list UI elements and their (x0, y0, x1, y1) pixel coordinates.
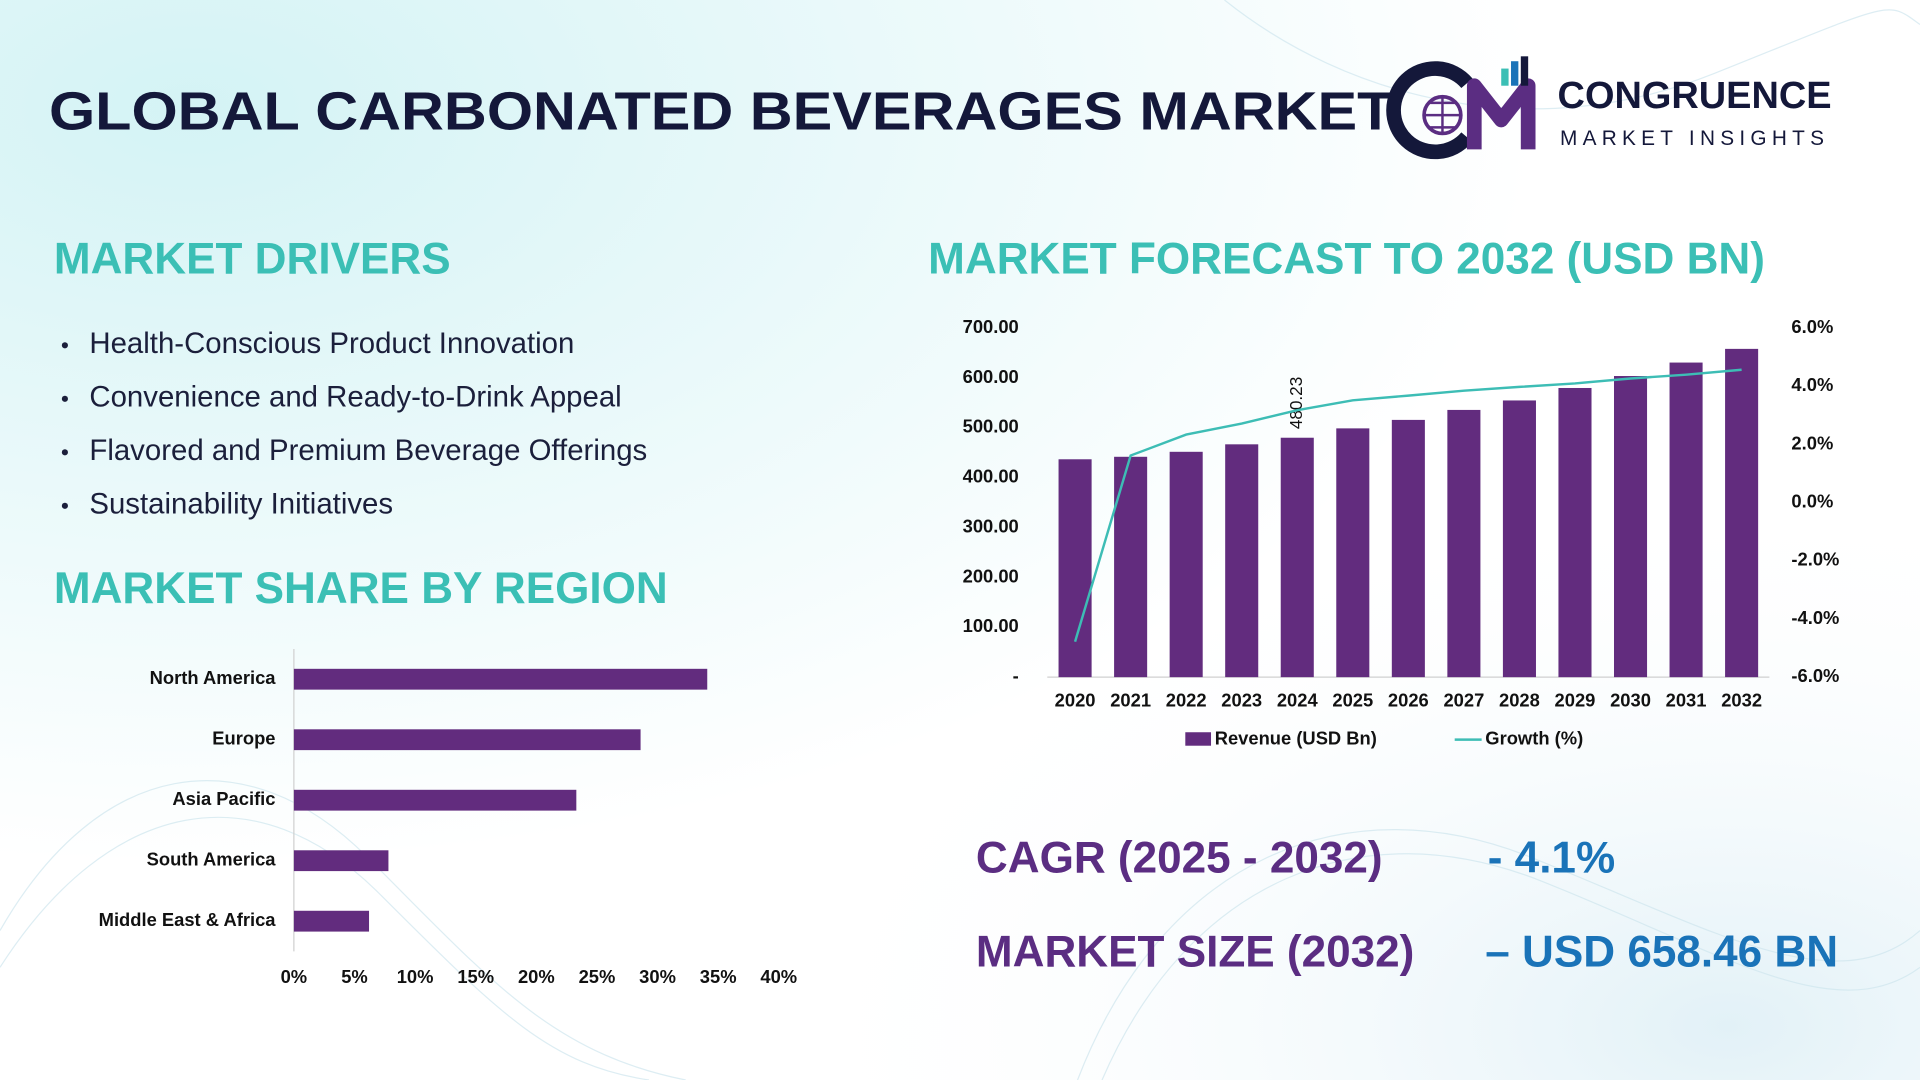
x-tick-label: 2022 (1166, 689, 1207, 710)
legend-label: Revenue (USD Bn) (1215, 727, 1377, 748)
driver-item: Flavored and Premium Beverage Offerings (89, 434, 647, 467)
bar (1669, 362, 1703, 678)
bar (293, 729, 641, 751)
bar (1169, 451, 1203, 678)
y-tick-label: 200.00 (963, 565, 1019, 586)
x-tick-label: 2025 (1332, 689, 1373, 710)
x-tick-label: 2028 (1499, 689, 1540, 710)
x-tick-label: 2024 (1277, 689, 1319, 710)
x-tick-label: 2027 (1443, 689, 1484, 710)
page-title: GLOBAL CARBONATED BEVERAGES MARKET (49, 81, 1394, 141)
x-tick-label: 0% (281, 966, 308, 987)
bar (293, 668, 708, 690)
brand-name: CONGRUENCE (1558, 75, 1832, 117)
bar (1613, 376, 1648, 678)
y2-tick-label: 0.0% (1791, 490, 1833, 511)
y-tick-label: 700.00 (963, 316, 1019, 337)
bar (1502, 400, 1536, 678)
driver-item: Convenience and Ready-to-Drink Appeal (89, 381, 621, 414)
value-label: 480.23 (1286, 377, 1306, 429)
y-tick-label: 300.00 (963, 515, 1019, 536)
bar (293, 910, 370, 932)
x-tick-label: 40% (760, 966, 797, 987)
x-tick-label: 25% (579, 966, 616, 987)
bar (1114, 456, 1148, 678)
line-series (1073, 368, 1742, 643)
x-tick-label: 5% (341, 966, 368, 987)
chart-title: MARKET SHARE BY REGION (54, 564, 668, 613)
x-tick-label: 15% (457, 966, 494, 987)
x-tick-label: 30% (639, 966, 676, 987)
bar (1725, 348, 1759, 678)
y2-tick-label: -6.0% (1791, 665, 1839, 686)
y-tick-label: North America (150, 667, 277, 688)
cagr-label: CAGR (2025 - 2032) (976, 833, 1383, 882)
y-tick-label: Middle East & Africa (99, 909, 277, 930)
section-title: MARKET DRIVERS (54, 235, 451, 284)
y2-tick-label: 2.0% (1791, 432, 1833, 453)
y-tick-label: 500.00 (963, 416, 1019, 437)
y-tick-label: South America (147, 849, 277, 870)
x-tick-label: 2020 (1055, 689, 1096, 710)
bar (1558, 387, 1592, 678)
driver-list: Health-Conscious Product Innovation Conve… (61, 327, 647, 521)
bar (293, 850, 389, 872)
bullet (61, 395, 68, 402)
x-tick-label: 2029 (1555, 689, 1596, 710)
x-tick-label: 2030 (1610, 689, 1651, 710)
x-tick-label: 2023 (1221, 689, 1262, 710)
bullet (61, 342, 68, 349)
driver-item: Sustainability Initiatives (89, 488, 393, 521)
x-tick-label: 2026 (1388, 689, 1429, 710)
y2-tick-label: 6.0% (1791, 316, 1833, 337)
y-tick-label: 400.00 (963, 466, 1019, 487)
bar (1447, 409, 1481, 678)
bar (1391, 419, 1425, 678)
bar (1225, 444, 1259, 678)
y-tick-label: 600.00 (963, 366, 1019, 387)
x-tick-label: 35% (700, 966, 737, 987)
y-tick-label: Europe (212, 728, 275, 749)
brand-subtitle: MARKET INSIGHTS (1560, 127, 1829, 150)
legend-swatch (1185, 732, 1212, 746)
bullet (61, 449, 68, 456)
chart-title: MARKET FORECAST TO 2032 (USD BN) (928, 235, 1765, 284)
x-tick-label: 2032 (1721, 689, 1762, 710)
bar (1058, 459, 1092, 678)
x-tick-label: 20% (518, 966, 555, 987)
market-size-value: – USD 658.46 BN (1485, 928, 1838, 977)
logo: CONGRUENCE MARKET INSIGHTS (1386, 56, 1832, 160)
cagr-value: - 4.1% (1488, 833, 1615, 882)
market-size-label: MARKET SIZE (2032) (976, 928, 1414, 977)
y-tick-label: - (1013, 665, 1019, 686)
y-tick-label: 100.00 (963, 615, 1019, 636)
x-tick-label: 2031 (1666, 689, 1707, 710)
x-tick-label: 10% (397, 966, 434, 987)
bullet (61, 502, 68, 509)
driver-item: Health-Conscious Product Innovation (89, 327, 574, 360)
y2-tick-label: -2.0% (1791, 549, 1839, 570)
bar (293, 789, 577, 811)
legend-label: Growth (%) (1485, 727, 1583, 748)
bar (1280, 437, 1314, 678)
bar (1336, 428, 1370, 678)
y-tick-label: Asia Pacific (172, 788, 275, 809)
y2-tick-label: -4.0% (1791, 607, 1839, 628)
x-tick-label: 2021 (1110, 689, 1151, 710)
y2-tick-label: 4.0% (1791, 374, 1833, 395)
